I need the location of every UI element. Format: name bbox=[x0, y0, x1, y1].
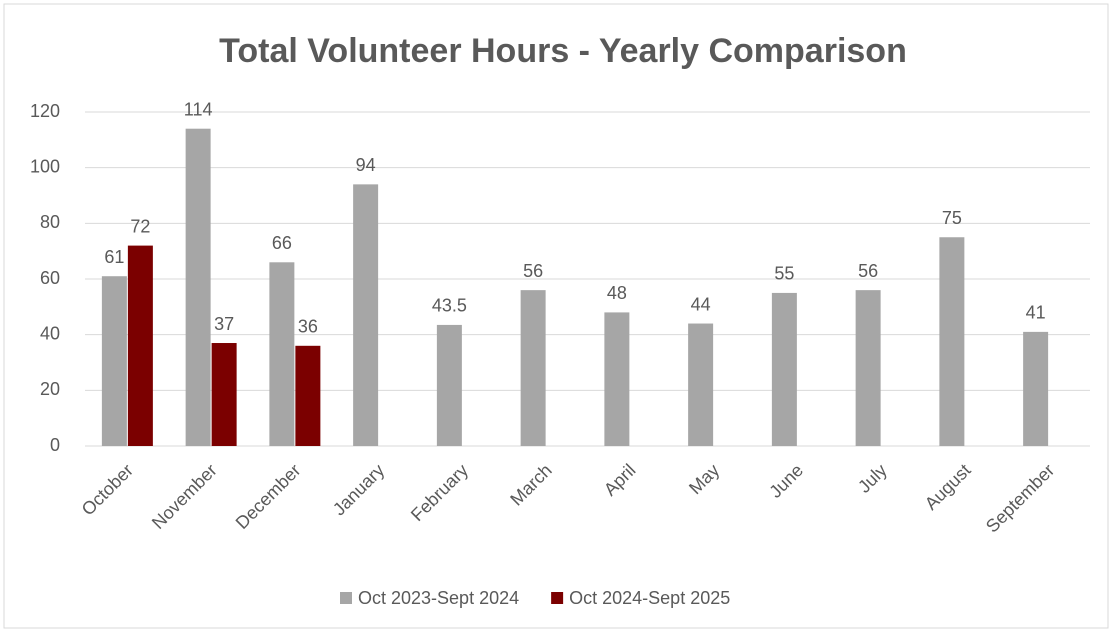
bar bbox=[127, 245, 153, 446]
data-label: 75 bbox=[942, 208, 962, 228]
y-tick-label: 80 bbox=[40, 212, 60, 232]
y-tick-label: 60 bbox=[40, 268, 60, 288]
data-label: 36 bbox=[298, 317, 318, 337]
y-tick-label: 120 bbox=[30, 101, 60, 121]
data-label: 114 bbox=[184, 99, 213, 119]
bar bbox=[855, 290, 881, 446]
bar bbox=[520, 290, 546, 446]
data-label: 66 bbox=[272, 233, 292, 253]
chart-title: Total Volunteer Hours - Yearly Compariso… bbox=[219, 32, 907, 70]
bar bbox=[771, 292, 797, 446]
data-label: 37 bbox=[214, 314, 234, 334]
data-label: 56 bbox=[858, 261, 878, 281]
bar bbox=[688, 323, 714, 446]
data-label: 41 bbox=[1026, 303, 1046, 323]
bar bbox=[101, 276, 127, 446]
data-label: 94 bbox=[356, 155, 376, 175]
data-label: 48 bbox=[607, 283, 627, 303]
legend-swatch bbox=[551, 592, 564, 604]
bar bbox=[295, 345, 321, 446]
bar bbox=[436, 324, 462, 446]
bar bbox=[185, 128, 211, 446]
data-label: 72 bbox=[130, 216, 150, 236]
data-label: 56 bbox=[523, 261, 543, 281]
y-tick-label: 40 bbox=[40, 323, 60, 343]
data-label: 61 bbox=[104, 247, 124, 267]
data-label: 55 bbox=[774, 264, 794, 284]
y-tick-label: 0 bbox=[50, 435, 60, 455]
data-label: 43.5 bbox=[432, 296, 467, 316]
legend-swatch bbox=[340, 592, 352, 604]
legend-label: Oct 2024-Sept 2025 bbox=[569, 588, 730, 608]
y-tick-label: 100 bbox=[30, 156, 60, 176]
bar bbox=[1023, 331, 1049, 446]
bar bbox=[604, 312, 630, 446]
y-tick-label: 20 bbox=[40, 379, 60, 399]
bar bbox=[211, 343, 237, 446]
data-label: 44 bbox=[691, 294, 711, 314]
bar bbox=[353, 184, 379, 446]
bar bbox=[939, 237, 965, 446]
bar bbox=[269, 262, 295, 446]
legend-label: Oct 2023-Sept 2024 bbox=[358, 588, 519, 608]
